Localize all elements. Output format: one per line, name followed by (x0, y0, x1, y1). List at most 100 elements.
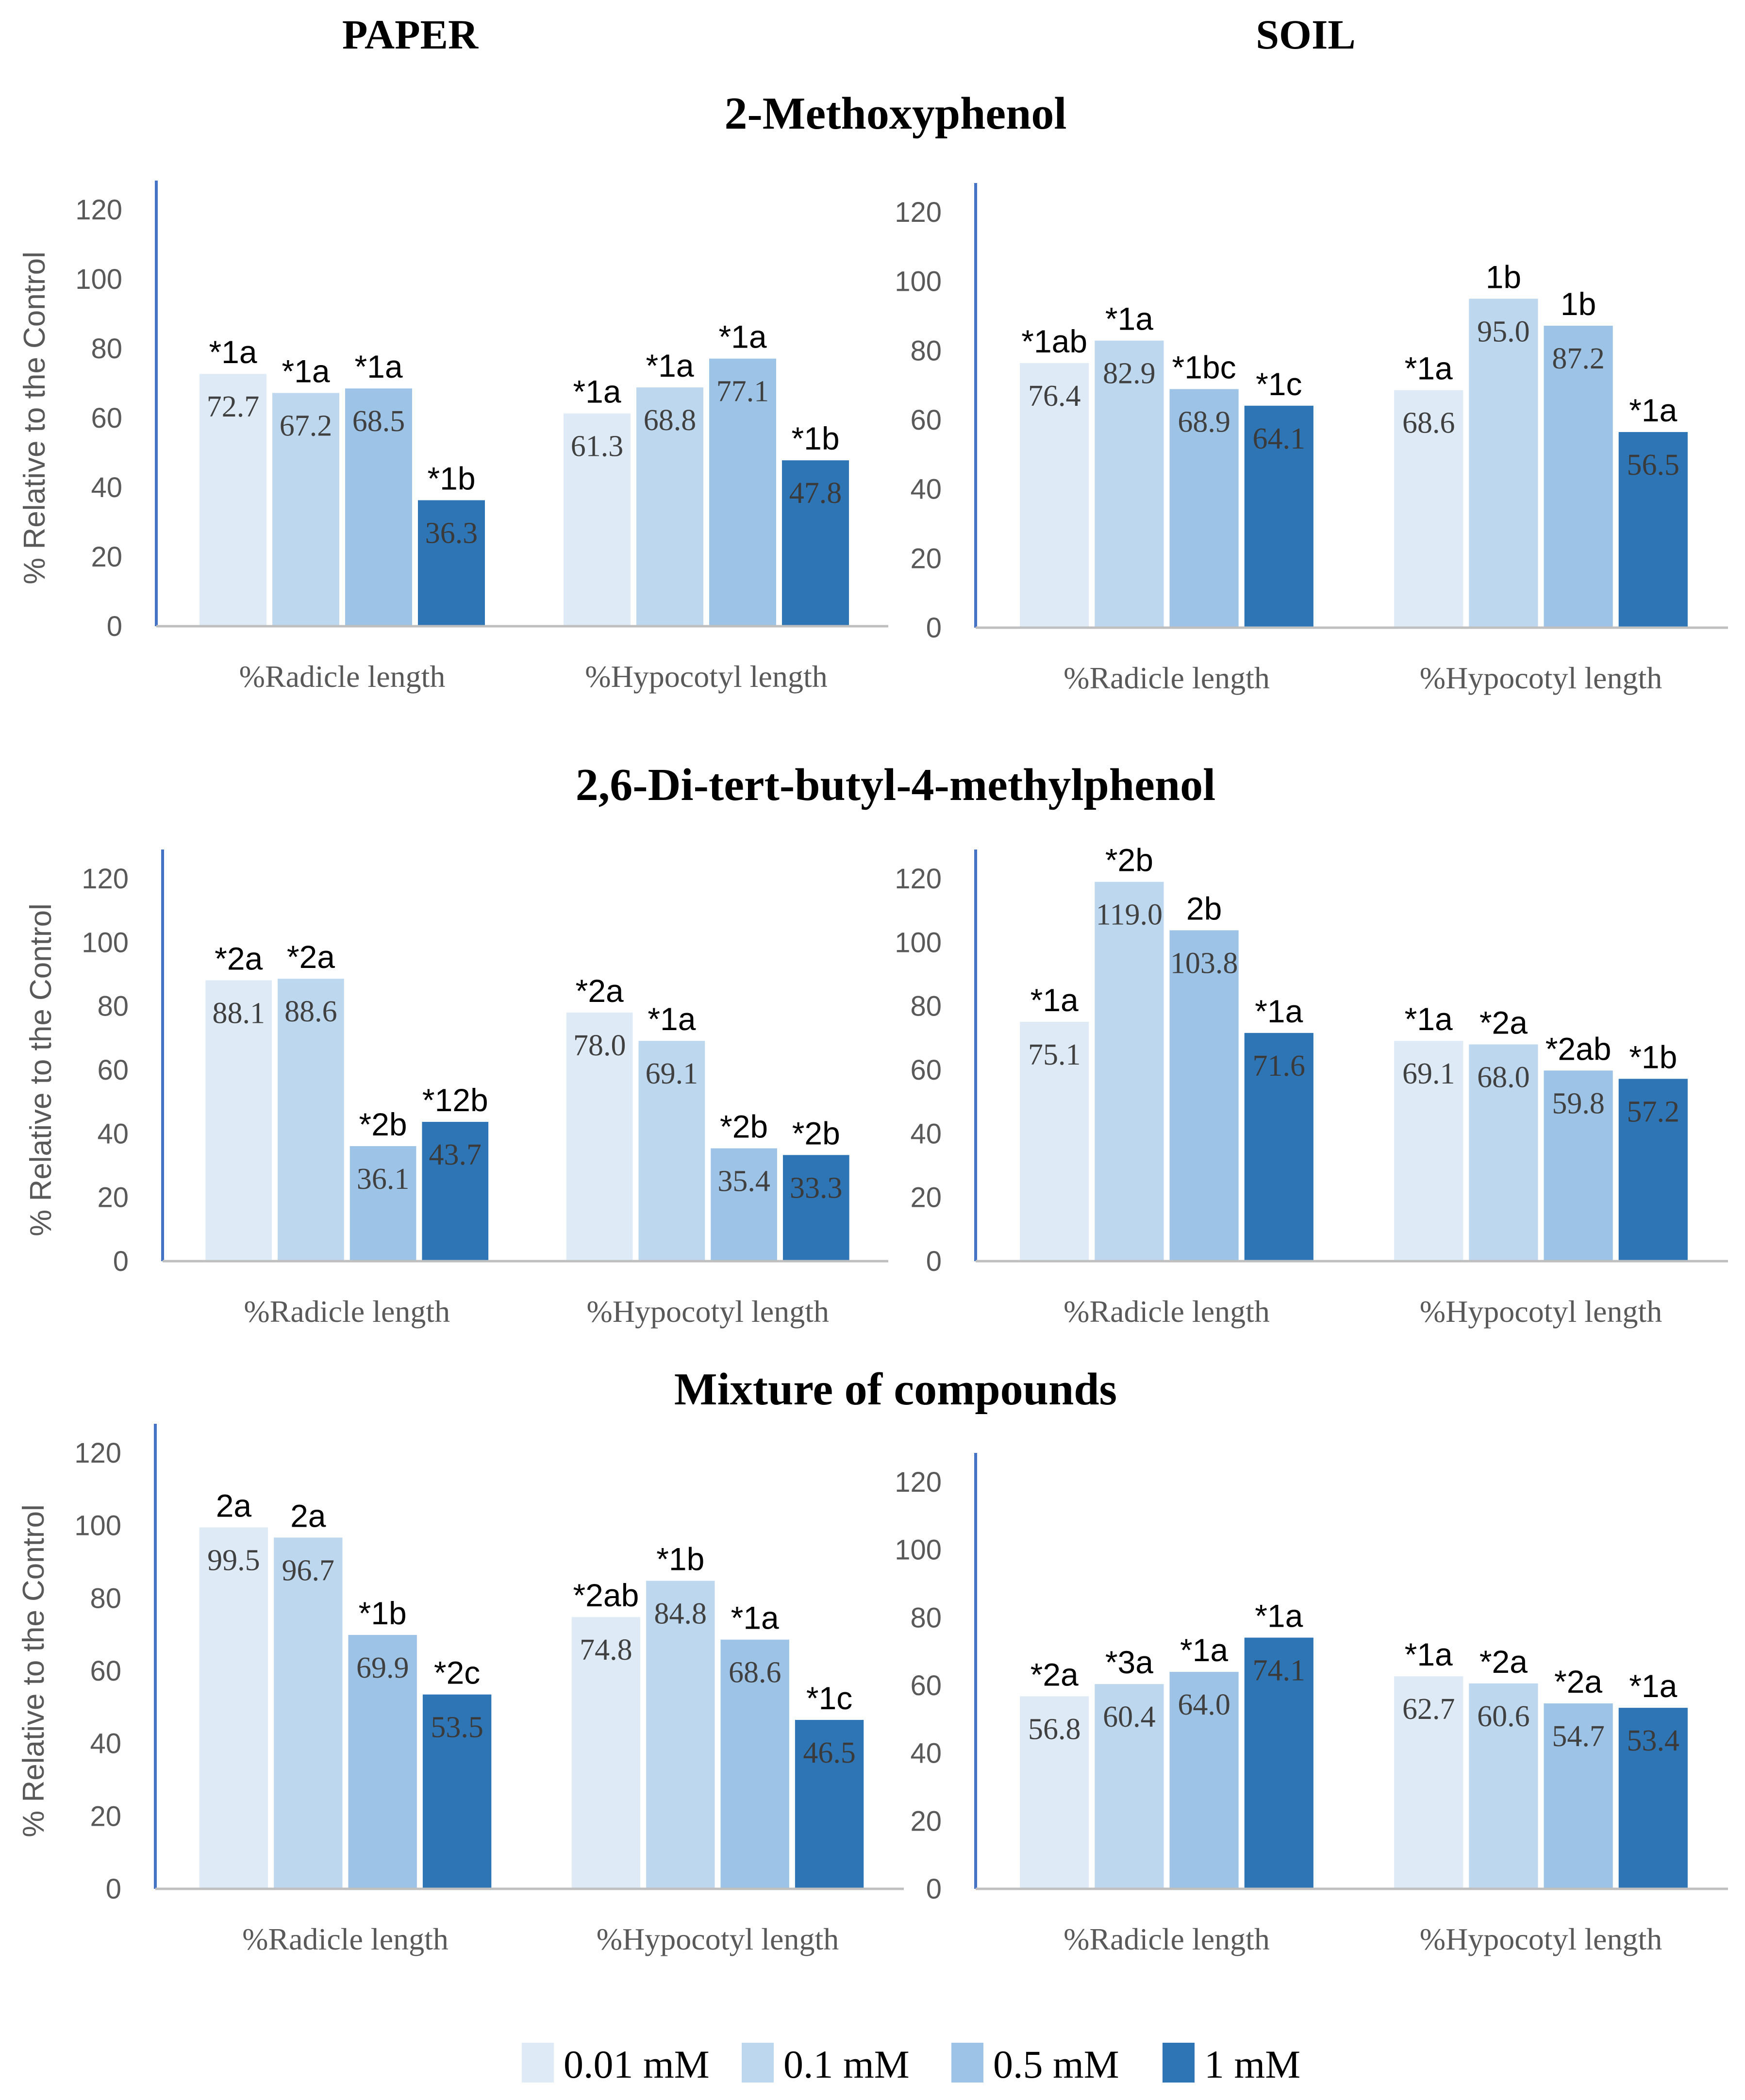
legend-label: 0.01 mM (564, 2042, 710, 2086)
significance-label: *3a (1105, 1644, 1153, 1680)
significance-label: *2a (1479, 1644, 1528, 1680)
y-tick-label: 40 (91, 472, 122, 503)
data-label: 53.5 (431, 1711, 483, 1744)
data-label: 78.0 (573, 1029, 626, 1062)
significance-label: *1a (1105, 301, 1153, 337)
y-tick-label: 60 (910, 1054, 942, 1086)
data-label: 46.5 (803, 1736, 856, 1769)
significance-label: *1a (1405, 1001, 1453, 1037)
chart-panel-0: 0 20 40 60 80 100 120 % Relative to the Control… (18, 181, 888, 694)
significance-label: *2ab (1546, 1031, 1612, 1067)
significance-label: *1b (656, 1541, 704, 1577)
significance-label: *1a (1629, 1668, 1677, 1704)
significance-label: *1a (354, 349, 402, 384)
bar (1469, 1044, 1538, 1261)
legend-swatch (742, 2043, 774, 2083)
y-tick-label: 40 (910, 474, 942, 505)
y-tick-label: 80 (97, 991, 129, 1022)
column-title-paper: PAPER (342, 11, 479, 58)
data-label: 56.8 (1028, 1713, 1081, 1746)
chart-panel-3: 0 20 40 60 80 100 120 75.1 *1a 119.0 *2b 103.8 2b 71.… (895, 842, 1728, 1329)
category-label: %Radicle length (239, 659, 446, 694)
data-label: 75.1 (1028, 1038, 1081, 1071)
significance-label: *1a (1255, 993, 1303, 1029)
category-label: %Radicle length (244, 1294, 450, 1329)
y-tick-label: 20 (97, 1182, 129, 1214)
significance-label: *1a (646, 348, 694, 383)
significance-label: *2b (720, 1109, 768, 1145)
y-tick-label: 100 (75, 264, 122, 295)
category-label: %Radicle length (242, 1922, 449, 1956)
significance-label: *2a (1554, 1664, 1602, 1700)
significance-label: *1a (648, 1001, 696, 1037)
category-label: %Hypocotyl length (585, 659, 827, 694)
data-label: 62.7 (1402, 1693, 1455, 1726)
data-label: 61.3 (571, 430, 624, 463)
data-label: 119.0 (1096, 899, 1163, 932)
significance-label: *2b (1105, 842, 1153, 878)
bar (646, 1581, 715, 1889)
panel-title-mixture: Mixture of compounds (674, 1364, 1117, 1415)
y-tick-label: 60 (91, 402, 122, 434)
y-tick-label: 80 (910, 335, 942, 367)
significance-label: *1a (731, 1600, 779, 1636)
data-label: 59.8 (1552, 1087, 1605, 1120)
panel-title-di-tert-butyl: 2,6-Di-tert-butyl-4-methylphenol (576, 760, 1215, 810)
data-label: 71.6 (1253, 1050, 1306, 1083)
bar (1020, 1021, 1089, 1261)
data-label: 68.6 (729, 1656, 781, 1689)
y-axis-title: % Relative to the Control (18, 251, 51, 584)
data-label: 68.5 (352, 405, 405, 438)
data-label: 67.2 (280, 410, 332, 443)
bar (1169, 1672, 1239, 1889)
significance-label: *1b (359, 1595, 407, 1631)
category-label: %Radicle length (1064, 661, 1270, 695)
bar (345, 388, 412, 626)
y-tick-label: 120 (74, 1437, 121, 1469)
significance-label: *2a (1479, 1004, 1528, 1040)
y-tick-label: 120 (75, 194, 122, 226)
data-label: 76.4 (1028, 380, 1081, 413)
significance-label: 2b (1186, 890, 1222, 926)
significance-label: *2a (215, 940, 263, 976)
data-label: 69.9 (356, 1651, 409, 1684)
bar (348, 1634, 417, 1889)
data-label: 69.1 (1402, 1057, 1455, 1090)
data-label: 60.4 (1103, 1700, 1156, 1733)
category-label: %Hypocotyl length (587, 1294, 829, 1329)
y-tick-label: 120 (895, 197, 942, 228)
y-tick-label: 20 (910, 543, 942, 574)
data-label: 33.3 (790, 1171, 843, 1204)
data-label: 68.9 (1178, 406, 1230, 439)
y-axis-title: % Relative to the Control (24, 903, 58, 1236)
y-tick-label: 100 (895, 927, 942, 958)
significance-label: *1b (1629, 1039, 1677, 1075)
category-label: %Hypocotyl length (597, 1922, 839, 1956)
y-tick-label: 20 (91, 541, 122, 573)
significance-label: *1b (791, 420, 839, 456)
bar (1394, 1041, 1463, 1261)
significance-label: *1c (1256, 366, 1302, 402)
data-label: 96.7 (282, 1554, 335, 1587)
bar (1244, 405, 1313, 628)
bar (274, 1537, 343, 1889)
significance-label: *1c (806, 1680, 852, 1716)
significance-label: 2a (290, 1498, 326, 1533)
data-label: 64.1 (1253, 422, 1306, 455)
significance-label: 2a (216, 1487, 252, 1523)
data-label: 99.5 (207, 1544, 260, 1577)
category-label: %Hypocotyl length (1420, 661, 1662, 695)
y-tick-label: 60 (97, 1054, 129, 1086)
legend-swatch (951, 2043, 983, 2083)
data-label: 95.0 (1477, 315, 1530, 348)
bar (720, 1639, 789, 1889)
data-label: 88.1 (212, 997, 265, 1030)
y-tick-label: 80 (90, 1583, 121, 1614)
significance-label: *2a (287, 939, 335, 975)
category-label: %Radicle length (1064, 1922, 1270, 1956)
legend: 0.01 mM 0.1 mM 0.5 mM 1 mM (522, 2042, 1300, 2086)
data-label: 68.8 (644, 404, 697, 437)
significance-label: *1a (209, 334, 257, 370)
significance-label: *12b (422, 1082, 488, 1118)
